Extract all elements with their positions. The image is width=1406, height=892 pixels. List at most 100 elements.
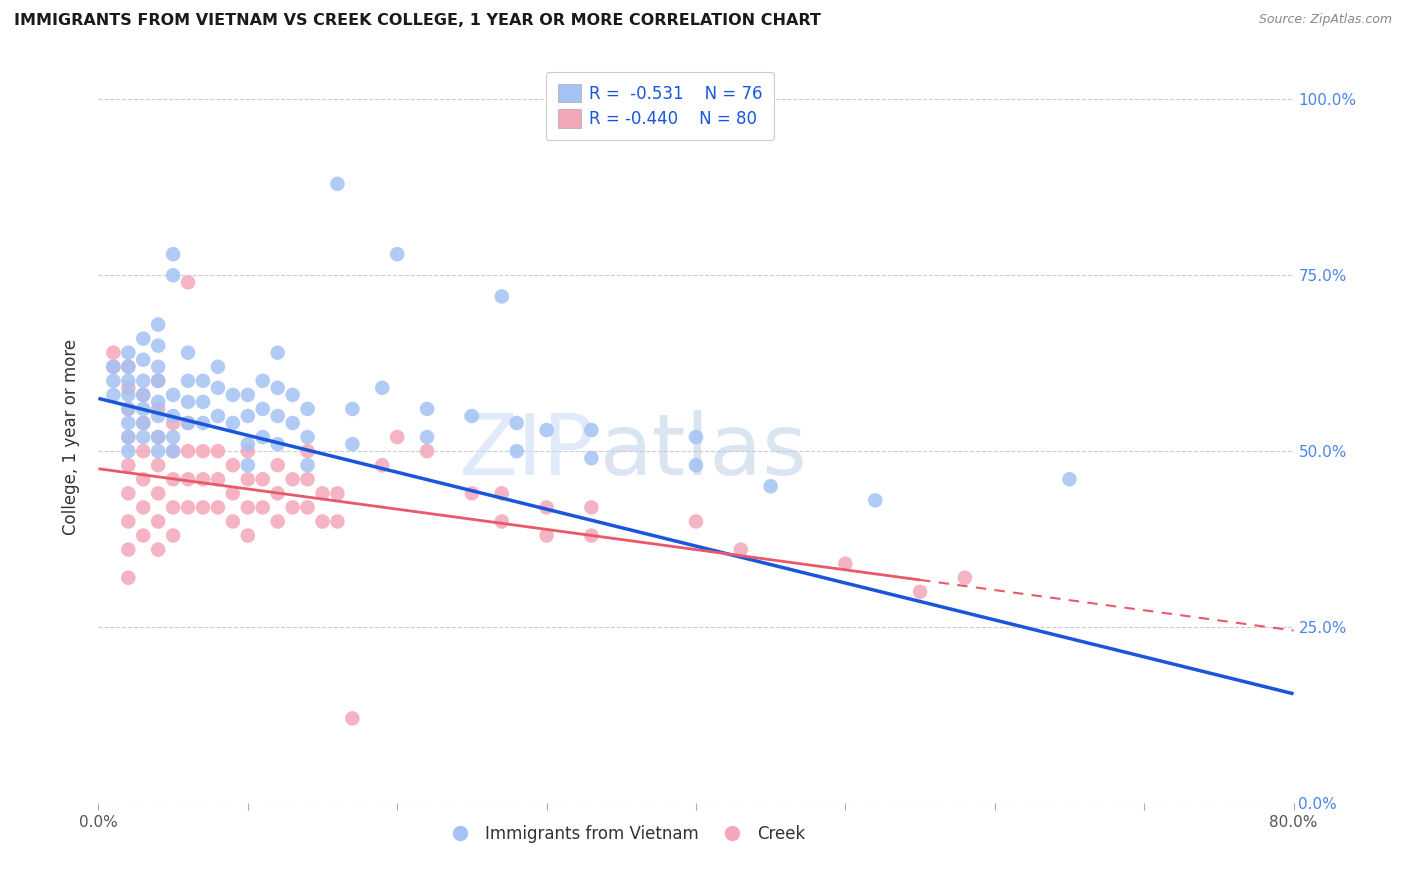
Point (834, 557, 856, 571)
Point (177, 374, 200, 388)
Point (326, 515, 349, 529)
Point (759, 479, 782, 493)
Point (252, 500, 274, 515)
Point (117, 359, 139, 374)
Point (491, 515, 513, 529)
Point (252, 472, 274, 486)
Point (207, 381, 229, 395)
Point (908, 584, 931, 599)
Point (297, 444, 319, 458)
Point (865, 493, 887, 508)
Point (267, 409, 290, 423)
Point (191, 500, 214, 515)
Point (148, 401, 170, 416)
Point (132, 416, 155, 430)
Point (132, 374, 155, 388)
Point (103, 359, 125, 374)
Point (148, 409, 170, 423)
Point (267, 515, 290, 529)
Point (148, 430, 170, 444)
Point (162, 444, 184, 458)
Point (326, 177, 349, 191)
Y-axis label: College, 1 year or more: College, 1 year or more (62, 339, 80, 535)
Point (416, 401, 439, 416)
Point (267, 458, 290, 473)
Point (342, 401, 364, 416)
Point (297, 472, 319, 486)
Point (117, 401, 139, 416)
Point (177, 345, 200, 359)
Point (536, 423, 558, 437)
Point (207, 472, 229, 486)
Point (177, 416, 200, 430)
Point (177, 416, 200, 430)
Point (132, 401, 155, 416)
Point (207, 500, 229, 515)
Point (581, 528, 603, 542)
Point (581, 423, 603, 437)
Point (236, 437, 259, 451)
Point (132, 472, 155, 486)
Point (281, 500, 304, 515)
Point (416, 430, 439, 444)
Point (117, 430, 139, 444)
Point (236, 388, 259, 402)
Text: Source: ZipAtlas.com: Source: ZipAtlas.com (1258, 13, 1392, 27)
Point (103, 388, 125, 402)
Point (117, 444, 139, 458)
Point (281, 472, 304, 486)
Point (191, 416, 214, 430)
Point (162, 268, 184, 283)
Point (148, 430, 170, 444)
Point (581, 500, 603, 515)
Point (132, 500, 155, 515)
Point (281, 416, 304, 430)
Point (581, 451, 603, 466)
Point (103, 359, 125, 374)
Point (177, 276, 200, 290)
Point (267, 381, 290, 395)
Point (117, 374, 139, 388)
Point (117, 401, 139, 416)
Point (132, 332, 155, 346)
Point (132, 430, 155, 444)
Point (252, 430, 274, 444)
Point (117, 345, 139, 359)
Point (326, 486, 349, 500)
Point (162, 388, 184, 402)
Point (222, 388, 245, 402)
Point (685, 458, 707, 473)
Point (162, 444, 184, 458)
Point (191, 472, 214, 486)
Point (461, 486, 484, 500)
Point (371, 381, 394, 395)
Point (191, 374, 214, 388)
Point (311, 515, 333, 529)
Point (953, 571, 976, 585)
Point (252, 374, 274, 388)
Point (117, 430, 139, 444)
Text: ZIP: ZIP (458, 410, 595, 493)
Point (236, 458, 259, 473)
Point (536, 528, 558, 542)
Point (148, 458, 170, 473)
Point (342, 711, 364, 725)
Point (236, 444, 259, 458)
Point (117, 359, 139, 374)
Point (236, 528, 259, 542)
Point (148, 374, 170, 388)
Point (371, 458, 394, 473)
Point (162, 472, 184, 486)
Point (685, 515, 707, 529)
Point (191, 444, 214, 458)
Point (207, 359, 229, 374)
Point (491, 486, 513, 500)
Point (103, 374, 125, 388)
Point (297, 458, 319, 473)
Point (148, 374, 170, 388)
Point (162, 528, 184, 542)
Point (222, 458, 245, 473)
Point (385, 247, 409, 261)
Point (342, 437, 364, 451)
Point (132, 388, 155, 402)
